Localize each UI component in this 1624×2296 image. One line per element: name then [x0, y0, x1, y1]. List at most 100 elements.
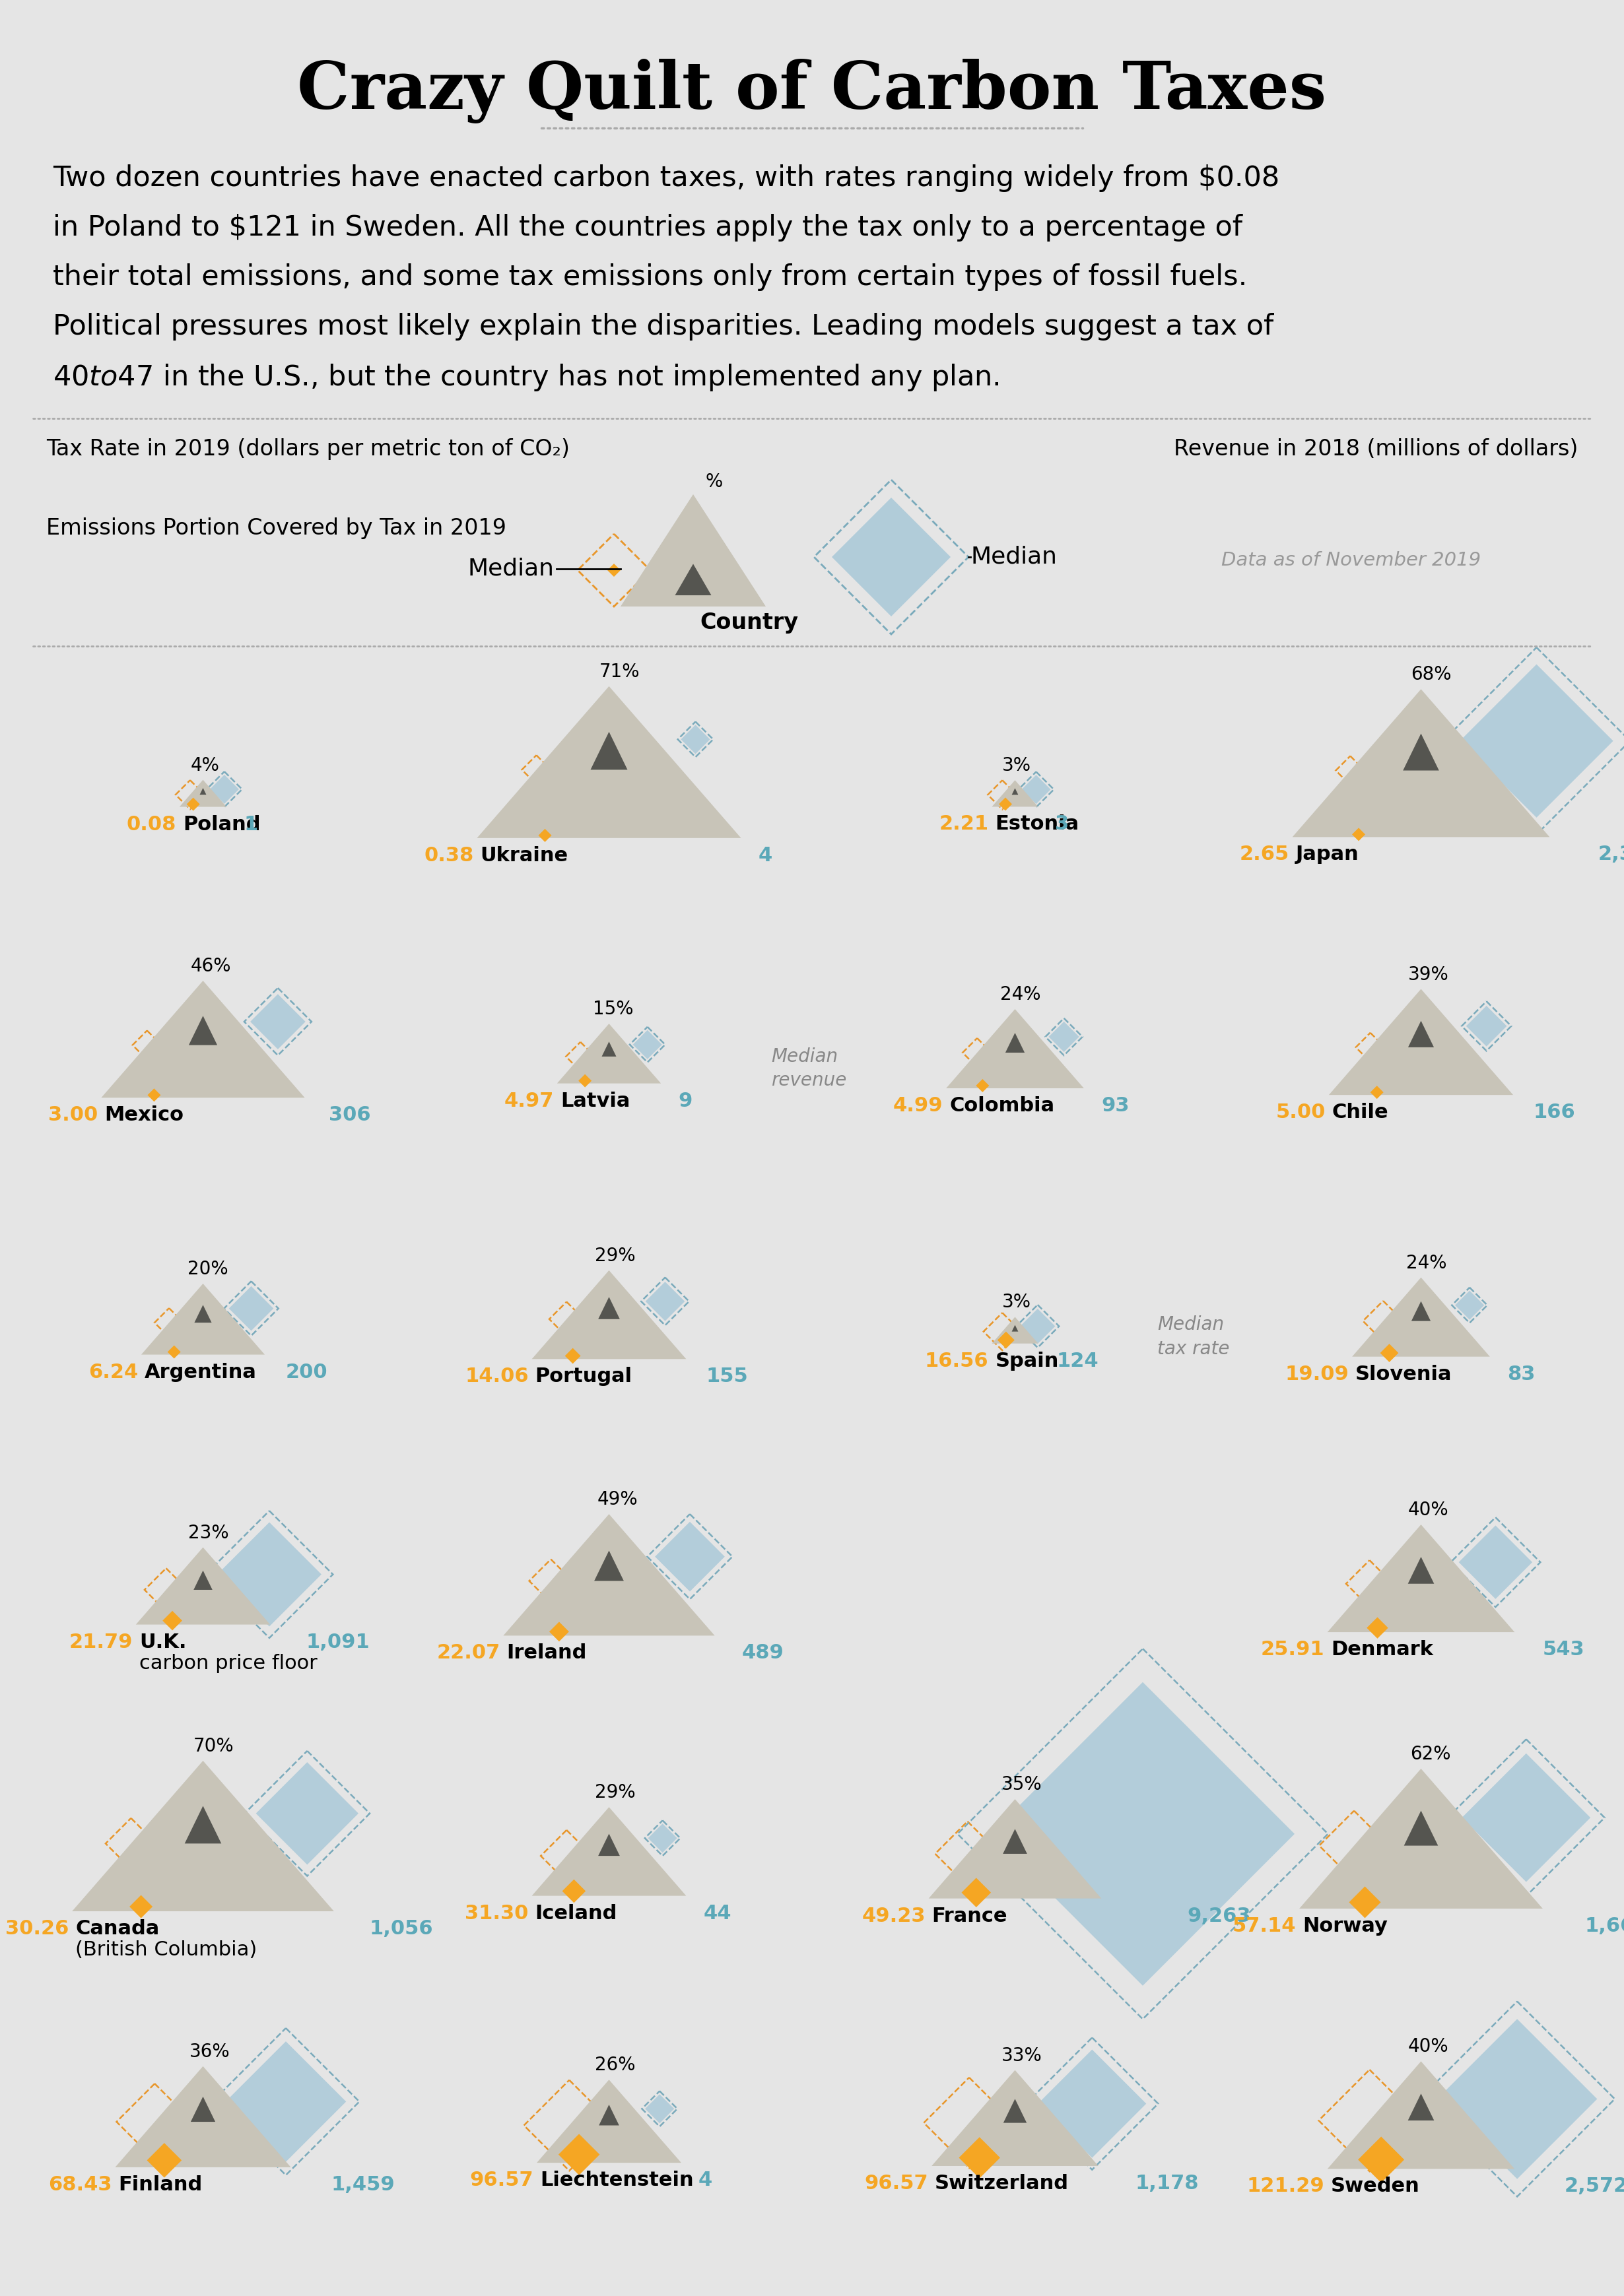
Polygon shape: [1408, 1557, 1434, 1584]
Polygon shape: [932, 2071, 1098, 2165]
Text: Median: Median: [971, 546, 1057, 567]
Polygon shape: [193, 1570, 213, 1589]
Polygon shape: [218, 1522, 322, 1626]
Text: Sweden: Sweden: [1330, 2177, 1419, 2195]
Text: %: %: [705, 473, 723, 491]
Text: 16.56: 16.56: [924, 1352, 989, 1371]
Polygon shape: [136, 1548, 270, 1626]
Text: 30.26: 30.26: [5, 1919, 68, 1938]
Polygon shape: [961, 1878, 991, 1908]
Polygon shape: [648, 1823, 677, 1853]
Polygon shape: [562, 1880, 586, 1903]
Polygon shape: [991, 1683, 1294, 1986]
Polygon shape: [185, 1807, 221, 1844]
Polygon shape: [1350, 1887, 1380, 1917]
Text: Portugal: Portugal: [536, 1366, 632, 1387]
Text: 39%: 39%: [1408, 964, 1449, 983]
Polygon shape: [250, 994, 305, 1049]
Text: 49.23: 49.23: [862, 1906, 926, 1926]
Polygon shape: [992, 781, 1038, 806]
Text: Estonia: Estonia: [996, 815, 1078, 833]
Text: carbon price floor: carbon price floor: [140, 1653, 317, 1674]
Text: 36%: 36%: [190, 2043, 231, 2062]
Text: Canada: Canada: [75, 1919, 159, 1938]
Polygon shape: [1462, 1754, 1590, 1883]
Text: 33%: 33%: [1002, 2046, 1043, 2064]
Polygon shape: [1328, 990, 1514, 1095]
Text: 1,056: 1,056: [369, 1919, 434, 1938]
Polygon shape: [209, 774, 239, 804]
Text: 121.29: 121.29: [1246, 2177, 1324, 2195]
Text: 2,361: 2,361: [1598, 845, 1624, 863]
Text: 3%: 3%: [1002, 755, 1031, 774]
Polygon shape: [559, 2133, 599, 2174]
Polygon shape: [531, 1807, 687, 1896]
Text: 3: 3: [1056, 815, 1069, 833]
Polygon shape: [603, 1042, 615, 1056]
Polygon shape: [539, 829, 552, 843]
Text: Denmark: Denmark: [1330, 1639, 1432, 1660]
Text: 21.79: 21.79: [68, 1632, 133, 1651]
Text: Colombia: Colombia: [950, 1095, 1054, 1116]
Text: Mexico: Mexico: [104, 1107, 184, 1125]
Text: 83: 83: [1507, 1364, 1535, 1384]
Text: 24%: 24%: [1000, 985, 1041, 1003]
Polygon shape: [599, 2105, 619, 2126]
Polygon shape: [162, 1612, 182, 1630]
Text: 543: 543: [1543, 1639, 1585, 1660]
Polygon shape: [578, 1075, 591, 1088]
Text: 24%: 24%: [1406, 1254, 1447, 1272]
Polygon shape: [1005, 1033, 1025, 1052]
Polygon shape: [1411, 1302, 1431, 1320]
Text: 306: 306: [328, 1107, 370, 1125]
Polygon shape: [1380, 1343, 1398, 1362]
Text: 0.08: 0.08: [127, 815, 175, 833]
Polygon shape: [538, 2080, 680, 2163]
Polygon shape: [167, 1345, 180, 1359]
Polygon shape: [645, 2094, 674, 2124]
Polygon shape: [557, 1024, 661, 1084]
Polygon shape: [1012, 788, 1018, 794]
Text: 68%: 68%: [1411, 666, 1452, 684]
Text: Latvia: Latvia: [560, 1091, 630, 1111]
Text: 1,660: 1,660: [1585, 1917, 1624, 1936]
Text: 155: 155: [706, 1366, 749, 1387]
Text: Japan: Japan: [1296, 845, 1359, 863]
Text: 200: 200: [286, 1362, 328, 1382]
Text: 2,572: 2,572: [1564, 2177, 1624, 2195]
Polygon shape: [999, 797, 1012, 810]
Polygon shape: [598, 1297, 620, 1320]
Polygon shape: [929, 1800, 1101, 1899]
Text: Chile: Chile: [1332, 1102, 1389, 1123]
Text: their total emissions, and some tax emissions only from certain types of fossil : their total emissions, and some tax emis…: [54, 264, 1247, 292]
Polygon shape: [257, 1761, 359, 1864]
Text: 2.21: 2.21: [939, 815, 989, 833]
Text: 4%: 4%: [190, 755, 219, 774]
Text: 1: 1: [244, 815, 258, 833]
Polygon shape: [976, 1079, 989, 1093]
Text: 71%: 71%: [599, 664, 640, 682]
Text: Political pressures most likely explain the disparities. Leading models suggest : Political pressures most likely explain …: [54, 312, 1273, 340]
Text: 4: 4: [758, 845, 773, 866]
Text: Data as of November 2019: Data as of November 2019: [1221, 551, 1481, 569]
Polygon shape: [1358, 2138, 1405, 2183]
Polygon shape: [195, 1304, 211, 1322]
Polygon shape: [1403, 732, 1439, 771]
Text: $40 to $47 in the U.S., but the country has not implemented any plan.: $40 to $47 in the U.S., but the country …: [54, 363, 999, 393]
Text: U.K.: U.K.: [140, 1632, 187, 1651]
Text: in Poland to $121 in Sweden. All the countries apply the tax only to a percentag: in Poland to $121 in Sweden. All the cou…: [54, 214, 1242, 241]
Polygon shape: [1327, 2062, 1515, 2170]
Polygon shape: [141, 1283, 265, 1355]
Text: 68.43: 68.43: [49, 2174, 112, 2195]
Text: Emissions Portion Covered by Tax in 2019: Emissions Portion Covered by Tax in 2019: [45, 517, 507, 540]
Text: 124: 124: [1057, 1352, 1099, 1371]
Polygon shape: [200, 788, 206, 794]
Text: Finland: Finland: [119, 2174, 203, 2195]
Text: 9: 9: [679, 1091, 692, 1111]
Polygon shape: [101, 980, 305, 1097]
Polygon shape: [1012, 1325, 1018, 1332]
Text: Revenue in 2018 (millions of dollars): Revenue in 2018 (millions of dollars): [1174, 439, 1579, 459]
Polygon shape: [229, 1286, 273, 1332]
Text: 29%: 29%: [594, 1247, 635, 1265]
Polygon shape: [1038, 2050, 1147, 2158]
